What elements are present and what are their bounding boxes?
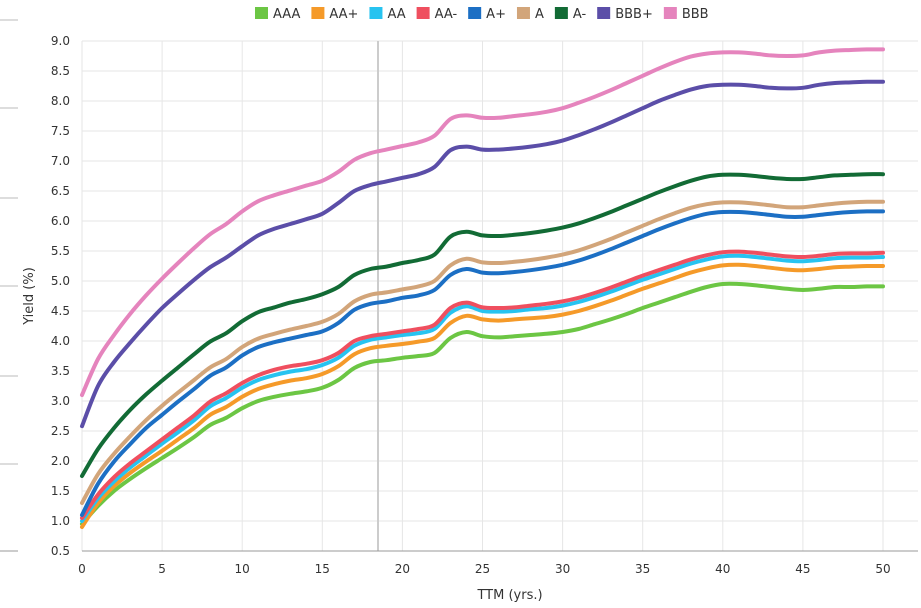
x-tick-label: 35 [635, 562, 650, 576]
legend-item[interactable]: AAA [255, 7, 301, 22]
series-line-bbb[interactable] [80, 47, 885, 397]
legend-label: AA [387, 7, 405, 22]
legend-item[interactable]: BBB [663, 7, 709, 22]
legend-swatch [311, 7, 325, 19]
x-tick-label: 0 [78, 562, 86, 576]
legend-label: A [535, 7, 544, 22]
legend-swatch [554, 7, 568, 19]
legend-label: A- [573, 7, 587, 22]
y-tick-labels: 0.5 1.0 1.5 2.0 2.5 3.0 3.5 4.0 4.5 5.0 5.5 6.0 6.5 7… [51, 34, 70, 558]
y-tick-label: 6.5 [51, 184, 70, 198]
series-line-aa-minus[interactable] [80, 249, 885, 520]
y-axis-title: Yield (%) [22, 267, 37, 326]
x-tick-label: 15 [315, 562, 330, 576]
legend-label: A+ [486, 7, 506, 22]
legend-item[interactable]: AA [369, 7, 406, 22]
legend-label: BBB [682, 7, 709, 22]
series-line-a[interactable] [80, 199, 885, 505]
x-tick-label: 10 [235, 562, 250, 576]
series-line-a-minus[interactable] [80, 172, 885, 478]
y-tick-label: 1.5 [51, 484, 70, 498]
y-tick-label: 2.5 [51, 424, 70, 438]
series-lines [80, 47, 885, 529]
y-tick-label: 5.0 [51, 274, 70, 288]
legend-item[interactable]: AA- [416, 7, 458, 22]
x-axis-title: TTM (yrs.) [476, 588, 542, 603]
y-tick-label: 9.0 [51, 34, 70, 48]
y-tick-label: 2.0 [51, 454, 70, 468]
legend-swatch [516, 7, 530, 19]
legend-swatch [255, 7, 268, 19]
x-tick-label: 45 [795, 562, 810, 576]
legend-item[interactable]: A- [554, 7, 587, 22]
legend-swatch [468, 7, 482, 19]
series-line-a-plus[interactable] [80, 209, 885, 517]
y-tick-label: 8.0 [51, 94, 70, 108]
y-tick-label: 4.5 [51, 304, 70, 318]
legend-label: AA- [435, 7, 458, 22]
legend-item[interactable]: AA+ [311, 7, 358, 22]
legend-label: BBB+ [615, 7, 653, 22]
y-tick-label: 5.5 [51, 244, 70, 258]
y-tick-label: 7.5 [51, 124, 70, 138]
series-line-bbb-plus[interactable] [80, 79, 885, 429]
legend-swatch [369, 7, 383, 19]
y-tick-label: 4.0 [51, 334, 70, 348]
x-tick-labels: 0 5 10 15 20 25 30 35 40 45 50 [78, 562, 890, 576]
x-tick-label: 50 [875, 562, 890, 576]
y-tick-label: 7.0 [51, 154, 70, 168]
series-line-aa-plus[interactable] [80, 262, 885, 529]
legend-label: AAA [273, 7, 301, 22]
legend-label: AA+ [329, 7, 358, 22]
x-tick-label: 25 [475, 562, 490, 576]
y-tick-label: 0.5 [51, 544, 70, 558]
y-tick-label: 1.0 [51, 514, 70, 528]
legend-swatch [416, 7, 430, 19]
legend-item[interactable]: A+ [468, 7, 506, 22]
x-tick-label: 5 [158, 562, 166, 576]
legend-item[interactable]: BBB+ [597, 7, 653, 22]
y-tick-label: 8.5 [51, 64, 70, 78]
legend-item[interactable]: A [516, 7, 544, 22]
x-tick-label: 40 [715, 562, 730, 576]
y-tick-label: 3.0 [51, 394, 70, 408]
legend-swatch [597, 7, 611, 19]
series-line-aaa[interactable] [80, 281, 885, 526]
y-tick-label: 6.0 [51, 214, 70, 228]
x-tick-label: 30 [555, 562, 570, 576]
series-line-aa[interactable] [80, 253, 885, 523]
y-tick-label: 3.5 [51, 364, 70, 378]
legend-swatch [663, 7, 677, 19]
x-tick-label: 20 [395, 562, 410, 576]
legend[interactable]: AAA AA+ AA AA- A+ A A- BBB+ BBB [255, 7, 709, 22]
